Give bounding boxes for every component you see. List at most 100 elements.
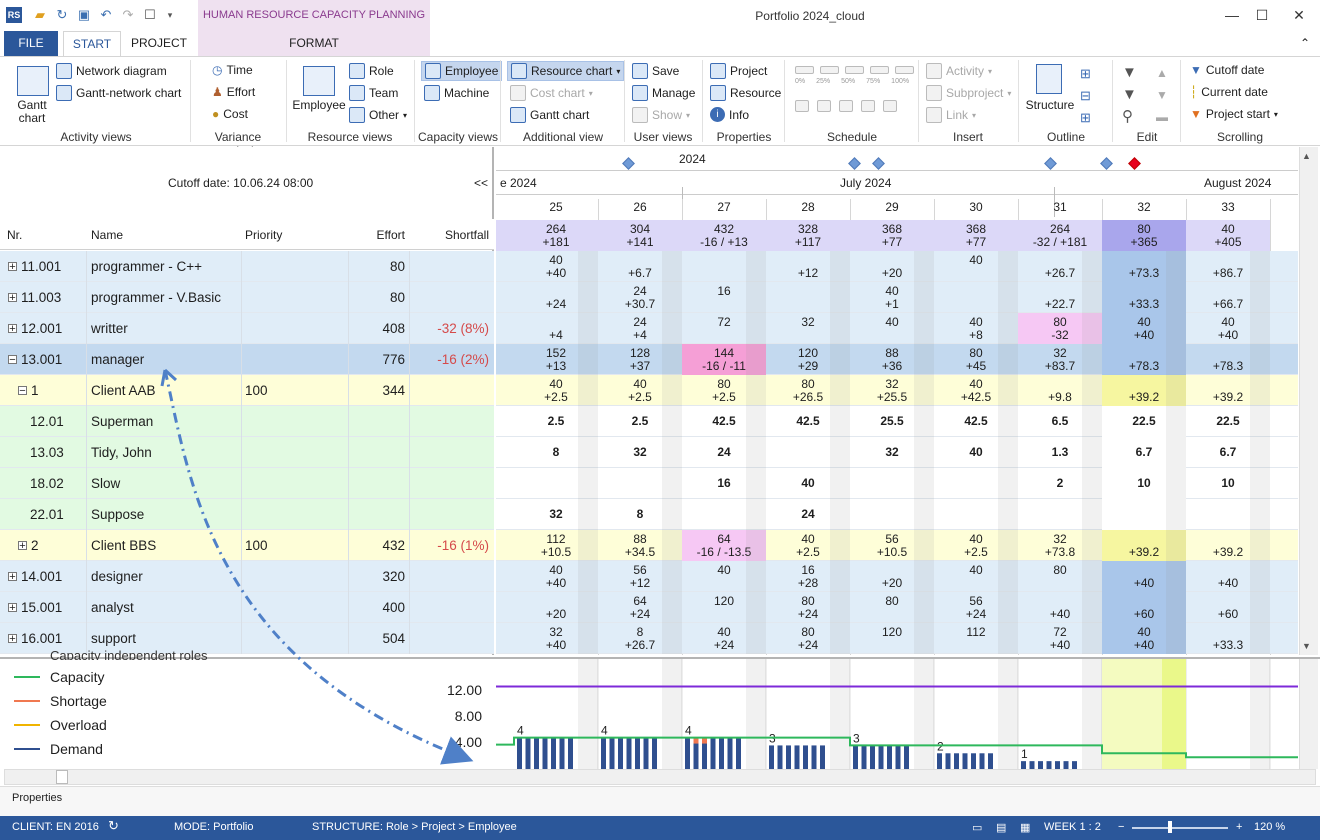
zoom-slider[interactable] [1132, 827, 1228, 829]
capacity-cell[interactable]: 40 +24 [713, 625, 735, 652]
capacity-cell[interactable]: +66.7 [1212, 297, 1244, 311]
other-button[interactable]: Other ▾ [349, 107, 407, 123]
capacity-cell[interactable]: +20 [881, 266, 903, 280]
zoom-out-button[interactable]: − [1118, 821, 1125, 833]
gantt-chart-view-button[interactable]: Gantt chart [510, 107, 589, 123]
manage-views-button[interactable]: Manage [632, 85, 695, 101]
capacity-cell[interactable]: +40 [1217, 576, 1239, 590]
capacity-cell[interactable]: 32 [549, 507, 563, 521]
capacity-cell[interactable]: 32 +73.8 [1044, 532, 1076, 559]
capacity-cell[interactable]: 128 +37 [629, 346, 651, 373]
week-header[interactable]: 31 [1053, 200, 1067, 214]
capacity-cell[interactable]: +39.2 [1102, 530, 1186, 561]
expand-toggle-icon[interactable]: − [8, 354, 17, 366]
capacity-cell[interactable]: 112 [966, 625, 986, 639]
expand-toggle-icon[interactable]: + [8, 323, 17, 335]
capacity-cell[interactable]: 144 -16 / -11 [682, 344, 766, 375]
percent-25-icon[interactable] [820, 66, 839, 74]
collapse-ribbon-icon[interactable]: ⌃ [1300, 36, 1311, 50]
view-normal-icon[interactable]: ▭ [972, 822, 983, 834]
capacity-cell[interactable]: +86.7 [1212, 266, 1244, 280]
capacity-cell[interactable]: 120 +29 [797, 346, 819, 373]
app-icon[interactable]: RS [6, 7, 22, 23]
capacity-cell[interactable]: 42.5 [712, 414, 736, 428]
current-date-button[interactable]: ┆ Current date [1190, 85, 1268, 99]
cost-chart-button[interactable]: Cost chart ▾ [510, 85, 593, 101]
outline-tools[interactable]: ⊞ ⊟ ⊞ [1080, 66, 1091, 125]
zoom-in-button[interactable]: + [1236, 821, 1243, 833]
capacity-cell[interactable]: +60 [1102, 592, 1186, 623]
week-header[interactable]: 32 [1137, 200, 1151, 214]
zoom-slider-thumb[interactable] [1168, 821, 1172, 833]
capacity-cell[interactable]: 80 +2.5 [712, 377, 736, 404]
capacity-cell[interactable]: 40 [969, 563, 983, 577]
capacity-cell[interactable]: +24 [545, 297, 567, 311]
gantt-chart-button[interactable]: Gantt chart [17, 98, 47, 125]
capacity-cell[interactable]: 6.7 [1102, 437, 1186, 468]
refresh-icon[interactable]: ↻ [56, 7, 68, 22]
capacity-cell[interactable] [934, 499, 1018, 530]
milestone-critical-icon[interactable] [1128, 157, 1141, 170]
insert-activity-button[interactable]: Activity ▾ [926, 63, 992, 79]
table-row[interactable]: +11.003 programmer - V.Basic 80 [0, 282, 494, 313]
gantt-network-button[interactable]: Gantt-network chart [56, 85, 181, 101]
filter-icon[interactable]: ▼ ▼ ⚲ [1122, 64, 1137, 125]
capacity-cell[interactable]: +78.3 [1102, 344, 1186, 375]
capacity-cell[interactable]: 24 [801, 507, 815, 521]
properties-tab[interactable]: Properties [12, 792, 63, 804]
info-button[interactable]: i Info [710, 107, 749, 122]
resource-properties-button[interactable]: Resource [710, 85, 781, 101]
percent-100-icon[interactable] [895, 66, 914, 74]
capacity-cell[interactable] [1186, 499, 1270, 530]
table-row[interactable]: 12.01 Superman [0, 406, 494, 437]
table-row[interactable]: 13.03 Tidy, John [0, 437, 494, 468]
dropdown-icon[interactable]: ▾ [167, 9, 173, 20]
capacity-cell[interactable]: +9.8 [1048, 390, 1072, 404]
undo-icon[interactable]: ↶ [100, 7, 112, 22]
capacity-cell[interactable]: 56 +10.5 [876, 532, 908, 559]
capacity-cell[interactable]: 72 +40 [1049, 625, 1071, 652]
capacity-cell[interactable] [1102, 499, 1186, 530]
team-button[interactable]: Team [349, 85, 398, 101]
sync-icon[interactable]: ↻ [108, 818, 119, 833]
capacity-cell[interactable]: 6.5 [1051, 414, 1069, 428]
legend-item-capacity[interactable]: Capacity [14, 669, 104, 685]
capacity-cell[interactable]: 40 [969, 445, 983, 459]
col-effort[interactable]: Effort [376, 228, 405, 242]
capacity-cell[interactable]: 80 +26.5 [792, 377, 824, 404]
week-header[interactable]: 26 [633, 200, 647, 214]
milestone-icon[interactable] [872, 157, 885, 170]
capacity-cell[interactable]: 80 -32 [1018, 313, 1102, 344]
capacity-cell[interactable]: 8 [636, 507, 644, 521]
col-name[interactable]: Name [91, 228, 124, 242]
capacity-cell[interactable]: 40 +40 [545, 253, 567, 280]
capacity-cell[interactable]: +33.3 [1212, 638, 1244, 652]
capacity-cell[interactable]: 32 [633, 445, 647, 459]
capacity-cell[interactable]: +39.2 [1212, 390, 1244, 404]
capacity-cell[interactable]: 32 +40 [545, 625, 567, 652]
capacity-cell[interactable]: 40 +42.5 [960, 377, 992, 404]
col-priority[interactable]: Priority [245, 228, 283, 242]
capacity-cell[interactable]: 88 +36 [881, 346, 903, 373]
capacity-cell[interactable]: +40 [1102, 561, 1186, 592]
capacity-cell[interactable]: +12 [797, 266, 819, 280]
tab-start[interactable]: START [63, 31, 121, 56]
capacity-cell[interactable]: 152 +13 [545, 346, 567, 373]
capacity-cell[interactable]: 40 +2.5 [628, 377, 652, 404]
capacity-cell[interactable]: 24 +4 [633, 315, 647, 342]
percent-75-icon[interactable] [870, 66, 889, 74]
capacity-cell[interactable]: +6.7 [628, 266, 652, 280]
col-nr[interactable]: Nr. [7, 228, 23, 242]
capacity-cell[interactable]: +20 [881, 576, 903, 590]
schedule-tools[interactable] [795, 100, 897, 112]
capacity-cell[interactable]: 80 [1053, 563, 1067, 577]
capacity-cell[interactable]: +73.3 [1102, 251, 1186, 282]
table-row[interactable]: 22.01 Suppose [0, 499, 494, 530]
capacity-cell[interactable]: +39.2 [1212, 545, 1244, 559]
effort-button[interactable]: ♟ Effort [212, 85, 256, 99]
scroll-down-icon[interactable]: ▼ [1302, 641, 1311, 651]
expand-toggle-icon[interactable]: + [18, 540, 27, 552]
table-row[interactable]: −1 Client AAB 100 344 [0, 375, 494, 406]
week-header[interactable]: 30 [969, 200, 983, 214]
capacity-cell[interactable]: 40 [969, 253, 983, 267]
